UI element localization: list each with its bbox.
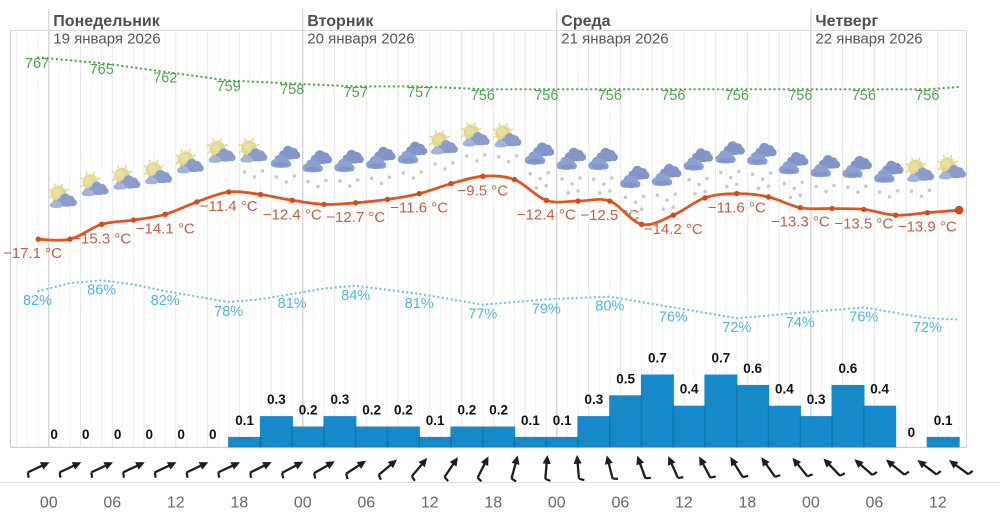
svg-text:81%: 81% — [405, 296, 434, 312]
svg-text:0.5: 0.5 — [616, 371, 635, 386]
svg-text:−11.4 °C: −11.4 °C — [200, 198, 258, 215]
svg-text:−12.4 °C: −12.4 °C — [517, 206, 576, 223]
svg-text:79%: 79% — [532, 301, 561, 317]
svg-text:756: 756 — [534, 88, 558, 104]
svg-text:00: 00 — [40, 495, 58, 512]
svg-text:0: 0 — [146, 427, 154, 442]
svg-text:18: 18 — [739, 495, 757, 512]
svg-text:00: 00 — [294, 495, 312, 512]
svg-text:−11.6 °C: −11.6 °C — [708, 200, 766, 217]
svg-text:12: 12 — [421, 495, 439, 512]
svg-text:74%: 74% — [786, 315, 815, 331]
svg-text:0.2: 0.2 — [394, 403, 413, 418]
svg-text:0: 0 — [114, 427, 122, 442]
svg-text:756: 756 — [852, 88, 876, 104]
svg-text:0: 0 — [908, 425, 916, 440]
svg-text:0.1: 0.1 — [553, 413, 572, 428]
svg-text:−12.5 °C: −12.5 °C — [580, 207, 639, 224]
svg-text:0: 0 — [50, 427, 58, 442]
svg-text:−11.6 °C: −11.6 °C — [390, 200, 448, 217]
svg-text:756: 756 — [661, 88, 685, 104]
svg-text:00: 00 — [802, 495, 820, 512]
svg-text:−17.1 °C: −17.1 °C — [3, 245, 62, 262]
svg-text:0.2: 0.2 — [458, 403, 477, 418]
svg-text:757: 757 — [344, 85, 368, 101]
svg-text:82%: 82% — [151, 293, 180, 309]
svg-text:762: 762 — [153, 71, 177, 87]
svg-text:21 января 2026: 21 января 2026 — [561, 31, 668, 48]
svg-text:86%: 86% — [87, 282, 116, 298]
svg-text:Среда: Среда — [561, 13, 610, 30]
svg-text:−14.1 °C: −14.1 °C — [136, 220, 195, 237]
svg-text:−12.4 °C: −12.4 °C — [263, 206, 322, 223]
svg-text:0: 0 — [209, 427, 217, 442]
svg-text:76%: 76% — [659, 309, 688, 325]
svg-text:−13.9 °C: −13.9 °C — [898, 219, 957, 236]
svg-text:0.1: 0.1 — [521, 413, 540, 428]
svg-text:81%: 81% — [278, 296, 307, 312]
svg-text:80%: 80% — [595, 299, 624, 315]
svg-text:0.3: 0.3 — [585, 392, 604, 407]
svg-text:12: 12 — [167, 495, 185, 512]
svg-text:0.4: 0.4 — [870, 382, 889, 397]
svg-text:12: 12 — [929, 495, 947, 512]
svg-text:759: 759 — [217, 79, 241, 95]
svg-text:12: 12 — [675, 495, 693, 512]
svg-text:06: 06 — [103, 495, 121, 512]
svg-text:0: 0 — [177, 427, 185, 442]
svg-text:18: 18 — [230, 495, 248, 512]
svg-text:Понедельник: Понедельник — [53, 13, 160, 30]
svg-text:22 января 2026: 22 января 2026 — [815, 31, 922, 48]
svg-text:756: 756 — [788, 88, 812, 104]
svg-text:−14.2 °C: −14.2 °C — [644, 221, 703, 238]
svg-text:758: 758 — [280, 82, 304, 98]
svg-text:Четверг: Четверг — [815, 13, 878, 30]
svg-text:0.1: 0.1 — [934, 413, 953, 428]
svg-text:0.3: 0.3 — [331, 392, 350, 407]
svg-text:76%: 76% — [849, 309, 878, 325]
svg-text:72%: 72% — [722, 320, 751, 336]
svg-text:−13.5 °C: −13.5 °C — [834, 215, 893, 232]
svg-text:756: 756 — [471, 88, 495, 104]
svg-text:06: 06 — [612, 495, 630, 512]
svg-text:0.3: 0.3 — [807, 392, 826, 407]
svg-text:00: 00 — [548, 495, 566, 512]
svg-text:756: 756 — [598, 88, 622, 104]
svg-text:0.1: 0.1 — [426, 413, 445, 428]
svg-text:0.2: 0.2 — [299, 403, 318, 418]
svg-text:20 января 2026: 20 января 2026 — [307, 31, 414, 48]
svg-text:06: 06 — [357, 495, 375, 512]
svg-text:0.6: 0.6 — [839, 361, 858, 376]
svg-text:0.7: 0.7 — [712, 351, 731, 366]
svg-text:0.3: 0.3 — [267, 392, 286, 407]
svg-text:0.1: 0.1 — [235, 413, 254, 428]
svg-text:0: 0 — [82, 427, 90, 442]
svg-text:756: 756 — [915, 88, 939, 104]
svg-text:84%: 84% — [341, 288, 370, 304]
svg-text:0.2: 0.2 — [489, 403, 508, 418]
svg-text:−9.5 °C: −9.5 °C — [457, 182, 508, 199]
svg-text:767: 767 — [25, 56, 49, 72]
svg-text:0.4: 0.4 — [680, 382, 699, 397]
svg-text:757: 757 — [407, 85, 431, 101]
svg-text:765: 765 — [90, 62, 114, 78]
svg-text:72%: 72% — [913, 320, 942, 336]
svg-text:0.6: 0.6 — [743, 361, 762, 376]
svg-text:0.4: 0.4 — [775, 382, 794, 397]
svg-text:18: 18 — [484, 495, 502, 512]
svg-text:756: 756 — [725, 88, 749, 104]
svg-text:−15.3 °C: −15.3 °C — [72, 230, 131, 247]
svg-text:06: 06 — [866, 495, 884, 512]
svg-text:−13.3 °C: −13.3 °C — [771, 214, 830, 231]
svg-text:82%: 82% — [23, 293, 52, 309]
svg-text:78%: 78% — [214, 304, 243, 320]
svg-text:0.2: 0.2 — [362, 403, 381, 418]
svg-text:19 января 2026: 19 января 2026 — [53, 31, 160, 48]
svg-text:0.7: 0.7 — [648, 351, 667, 366]
svg-text:Вторник: Вторник — [307, 13, 374, 30]
svg-text:−12.7 °C: −12.7 °C — [326, 209, 385, 226]
svg-text:77%: 77% — [468, 307, 497, 323]
